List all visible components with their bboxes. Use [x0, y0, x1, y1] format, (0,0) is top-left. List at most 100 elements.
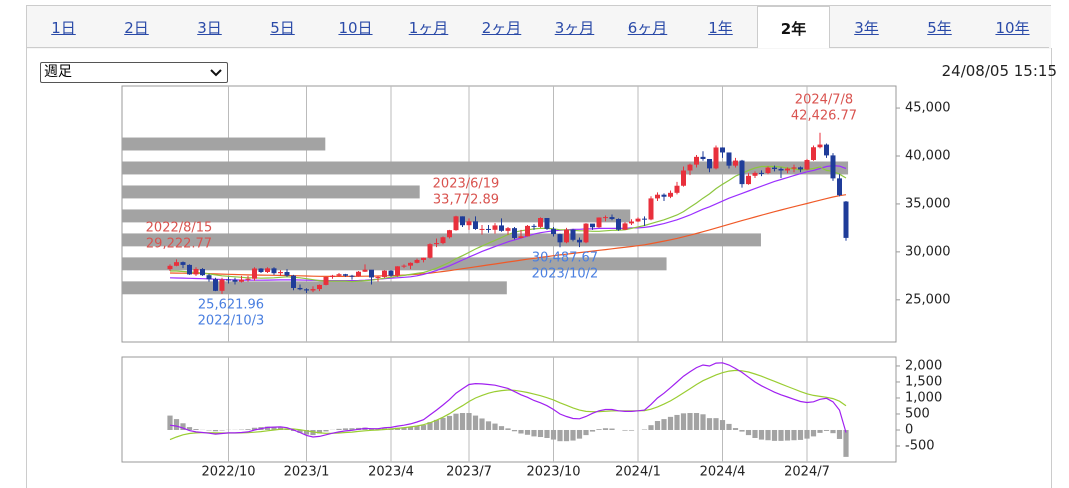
annotation: 33,772.89: [433, 193, 499, 208]
histogram-bar: [570, 430, 575, 441]
candle-body: [200, 269, 205, 275]
histogram-bar: [609, 429, 614, 430]
annotation: 2022/8/15: [146, 221, 213, 236]
candle-body: [577, 240, 582, 243]
x-tick-label: 2023/1: [284, 465, 330, 480]
candle-body: [564, 230, 569, 243]
candle-body: [714, 147, 719, 168]
histogram-bar: [473, 416, 478, 430]
x-tick-label: 2024/7: [784, 465, 830, 480]
y-tick-label: 45,000: [905, 101, 951, 116]
candle-body: [727, 152, 732, 165]
candle-body: [376, 277, 381, 278]
histogram-bar: [759, 430, 764, 440]
y-tick-label: 1,000: [905, 390, 942, 405]
histogram-bar: [603, 428, 608, 430]
candle-body: [317, 285, 322, 289]
candle-body: [415, 260, 420, 263]
candle-body: [421, 258, 426, 260]
candle-body: [772, 168, 777, 169]
candle-body: [408, 263, 413, 266]
candle-body: [291, 276, 296, 288]
volume-profile-bar: [122, 281, 507, 294]
histogram-bar: [492, 424, 497, 430]
annotation: 2024/7/8: [795, 93, 853, 108]
candle-body: [675, 186, 680, 193]
histogram-bar: [707, 418, 712, 430]
histogram-bar: [525, 430, 530, 435]
y-tick-label: 25,000: [905, 292, 951, 307]
histogram-bar: [245, 429, 250, 430]
candle-body: [454, 216, 459, 230]
candle-body: [571, 230, 576, 240]
candle-body: [480, 229, 485, 230]
candle-body: [512, 228, 517, 238]
histogram-bar: [323, 430, 328, 431]
histogram-bar: [661, 419, 666, 430]
candle-body: [467, 221, 472, 225]
candle-body: [733, 161, 738, 166]
histogram-bar: [174, 419, 179, 430]
annotation: 30,487.67: [532, 251, 598, 266]
candle-body: [636, 219, 641, 222]
candle-body: [226, 280, 231, 281]
candle-body: [558, 234, 563, 242]
candle-body: [382, 271, 387, 277]
histogram-bar: [453, 414, 458, 430]
candle-body: [759, 173, 764, 174]
histogram-bar: [739, 430, 744, 432]
histogram-bar: [830, 430, 835, 433]
histogram-bar: [466, 413, 471, 430]
histogram-bar: [499, 426, 504, 430]
candle-body: [265, 268, 270, 272]
candle-body: [720, 147, 725, 152]
annotation: 25,621.96: [198, 298, 264, 313]
candle-body: [402, 266, 407, 267]
candle-body: [285, 272, 290, 276]
histogram-bar: [798, 430, 803, 440]
histogram-bar: [544, 430, 549, 438]
histogram-bar: [551, 430, 556, 440]
histogram-bar: [648, 425, 653, 430]
histogram-bar: [557, 430, 562, 441]
plot-area: [122, 357, 896, 462]
candle-body: [486, 229, 491, 230]
candle-body: [694, 157, 699, 165]
candle-body: [545, 218, 550, 229]
candle-body: [597, 217, 602, 227]
candle-body: [272, 268, 277, 273]
histogram-bar: [778, 430, 783, 441]
annotation: 2023/10/2: [532, 267, 599, 282]
y-tick-label: 0: [905, 422, 913, 437]
candle-body: [629, 221, 634, 223]
candle-body: [298, 288, 303, 289]
candle-body: [350, 276, 355, 277]
histogram-bar: [687, 413, 692, 430]
histogram-bar: [343, 428, 348, 430]
histogram-bar: [674, 415, 679, 430]
candle-body: [311, 289, 316, 290]
candle-body: [831, 155, 836, 178]
candle-body: [460, 216, 465, 225]
annotation: 2022/10/3: [198, 314, 265, 329]
histogram-bar: [726, 424, 731, 430]
candle-body: [213, 279, 218, 291]
candle-body: [447, 230, 452, 237]
candle-body: [753, 173, 758, 176]
y-tick-label: 40,000: [905, 148, 951, 163]
candle-body: [194, 269, 199, 274]
histogram-bar: [421, 425, 426, 430]
candle-body: [220, 280, 225, 291]
candle-body: [662, 195, 667, 197]
histogram-bar: [564, 430, 569, 441]
candle-body: [356, 272, 361, 277]
y-tick-label: 500: [905, 406, 930, 421]
candle-body: [473, 221, 478, 229]
candle-body: [824, 145, 829, 156]
histogram-bar: [460, 413, 465, 430]
histogram-bar: [772, 430, 777, 441]
histogram-bar: [505, 428, 510, 430]
histogram-bar: [655, 421, 660, 430]
histogram-bar: [440, 418, 445, 430]
